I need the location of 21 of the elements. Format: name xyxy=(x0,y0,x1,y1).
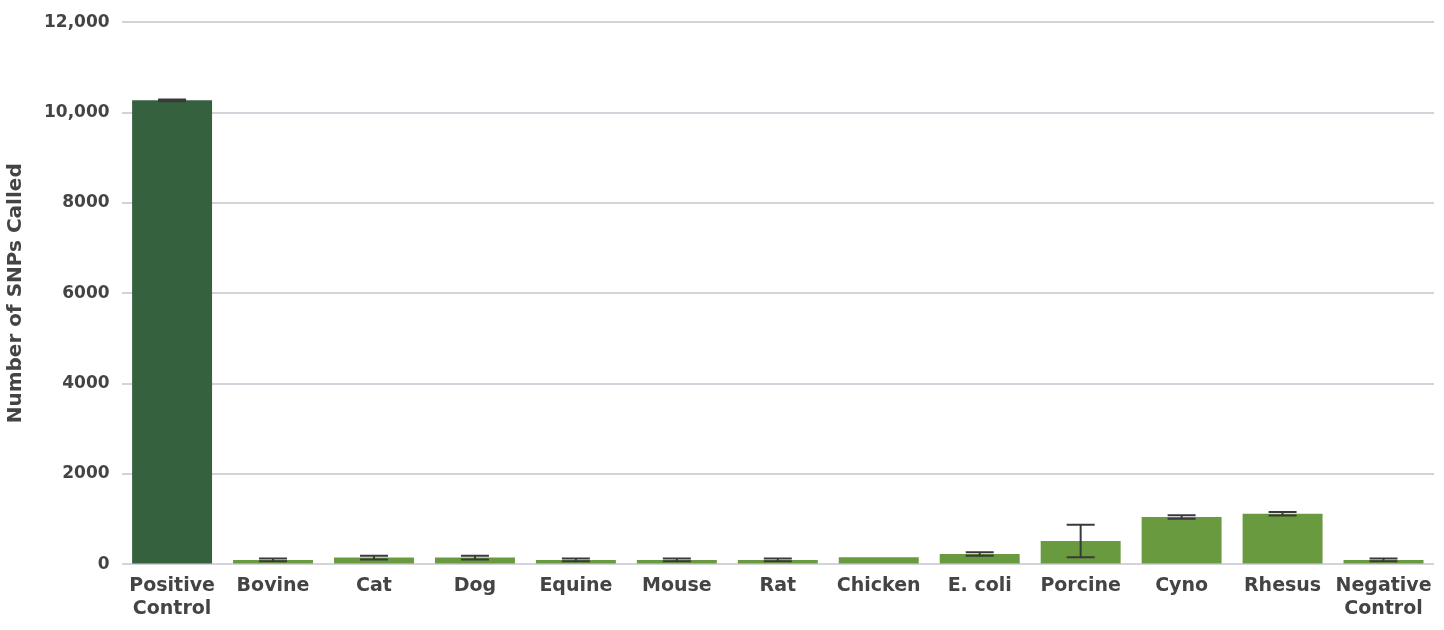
y-tick-label: 10,000 xyxy=(43,100,110,121)
y-tick-label: 6000 xyxy=(62,281,110,302)
x-tick-label: Negative Control xyxy=(1335,572,1432,618)
x-tick-label: Cyno xyxy=(1155,572,1209,595)
y-tick-label: 4000 xyxy=(62,372,110,393)
x-tick-label: Mouse xyxy=(642,572,712,595)
y-tick-label: 12,000 xyxy=(43,10,110,31)
y-axis-title: Number of SNPs Called xyxy=(2,163,27,424)
x-tick-label: Chicken xyxy=(836,572,921,595)
x-tick-label: Positive Control xyxy=(129,572,215,618)
y-tick-label: 2000 xyxy=(62,462,110,483)
x-tick-label: Rat xyxy=(759,572,797,595)
x-tick-label: E. coli xyxy=(947,572,1012,595)
x-tick-label: Bovine xyxy=(236,572,310,595)
x-tick-label: Dog xyxy=(453,572,497,595)
y-tick-label: 8000 xyxy=(62,191,110,212)
x-tick-label: Porcine xyxy=(1040,572,1121,595)
x-tick-label: Cat xyxy=(356,572,392,595)
y-tick-label: 0 xyxy=(97,552,110,573)
x-tick-label: Equine xyxy=(539,572,613,595)
x-tick-label: Rhesus xyxy=(1243,572,1322,595)
